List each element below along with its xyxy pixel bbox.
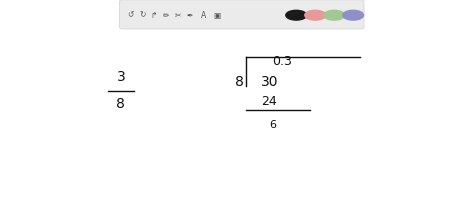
Text: A: A: [201, 11, 207, 20]
Text: 30: 30: [262, 75, 279, 89]
Text: ↻: ↻: [139, 11, 146, 20]
Text: 6: 6: [269, 120, 276, 130]
Text: ✏: ✏: [163, 11, 169, 20]
Text: 8: 8: [235, 75, 244, 89]
Text: ↱: ↱: [151, 11, 157, 20]
Text: ✒: ✒: [186, 11, 193, 20]
Text: 24: 24: [261, 95, 277, 108]
Text: ▣: ▣: [213, 11, 221, 20]
Circle shape: [343, 10, 364, 20]
Text: ✂: ✂: [174, 11, 181, 20]
Circle shape: [324, 10, 345, 20]
Circle shape: [305, 10, 326, 20]
Text: ↺: ↺: [127, 11, 134, 20]
Text: 0.3: 0.3: [272, 55, 292, 68]
FancyBboxPatch shape: [119, 0, 364, 29]
Circle shape: [286, 10, 307, 20]
Text: 8: 8: [117, 97, 125, 111]
Text: 3: 3: [117, 70, 125, 84]
